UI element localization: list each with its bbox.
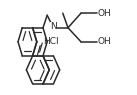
Text: N: N	[50, 22, 57, 31]
Text: HCl: HCl	[44, 37, 59, 46]
Text: OH: OH	[98, 9, 111, 18]
Text: OH: OH	[98, 37, 111, 46]
